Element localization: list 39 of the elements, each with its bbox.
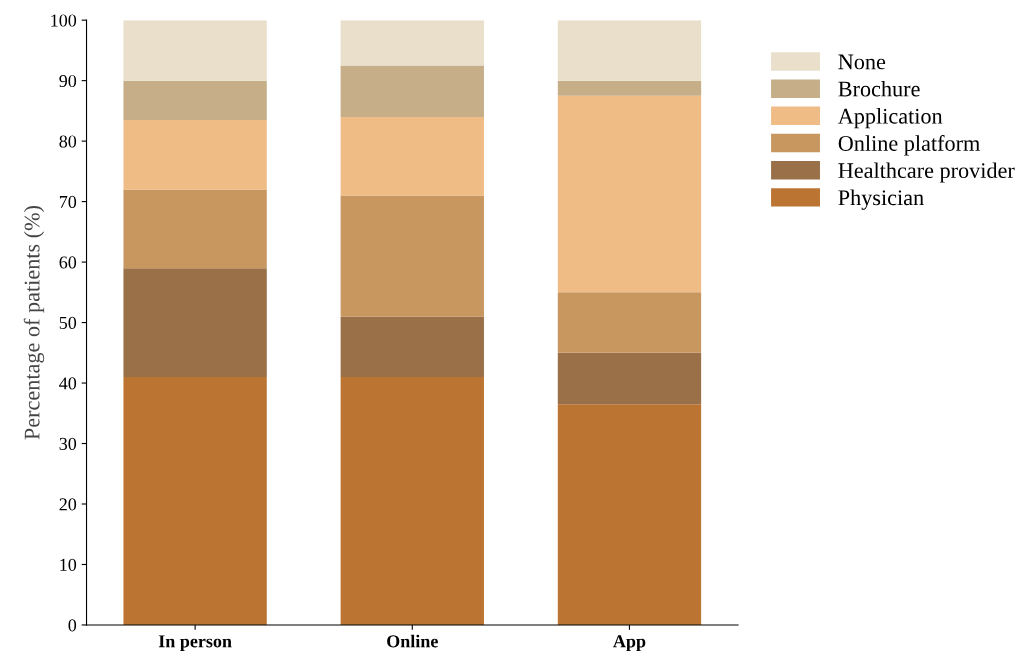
y-tick-label: 70 — [59, 195, 77, 209]
y-tick-label: 10 — [60, 558, 77, 571]
x-tick-label: Online — [387, 634, 438, 648]
y-tick-label: 100 — [51, 14, 77, 27]
bar — [123, 119, 267, 190]
y-tick-label: 30 — [59, 437, 77, 450]
y-tick-label: 80 — [59, 135, 77, 148]
y-tick-label: 90 — [59, 74, 77, 88]
y-tick-label: 40 — [59, 377, 77, 390]
legend-label: None — [838, 54, 886, 70]
bar — [557, 292, 702, 353]
bar — [340, 376, 484, 625]
y-tick-label: 50 — [59, 316, 77, 329]
bar — [557, 95, 702, 293]
bar — [340, 316, 484, 377]
x-tick-label: App — [613, 635, 646, 652]
bar — [340, 20, 484, 66]
legend-label: Healthcare provider — [838, 162, 1015, 183]
legend-label: Brochure — [838, 80, 920, 97]
y-tick-label: 0 — [68, 619, 77, 632]
bar — [557, 80, 702, 96]
bar — [557, 404, 702, 625]
y-axis-title: Percentage of patients (%) — [23, 206, 45, 440]
x-tick-label: In person — [158, 635, 232, 652]
legend-label: Online platform — [838, 135, 980, 156]
bar — [340, 65, 484, 117]
bar — [340, 195, 484, 317]
bar — [123, 376, 267, 625]
legend-label: Application — [837, 108, 943, 129]
legend-label: Physician — [838, 189, 924, 210]
bar — [123, 268, 267, 377]
bar — [340, 116, 484, 196]
bar — [123, 80, 267, 120]
bar — [123, 20, 267, 81]
bar — [123, 189, 267, 269]
bar — [557, 352, 702, 405]
bar — [557, 20, 702, 81]
y-tick-label: 20 — [59, 498, 77, 511]
y-tick-label: 60 — [59, 256, 77, 269]
